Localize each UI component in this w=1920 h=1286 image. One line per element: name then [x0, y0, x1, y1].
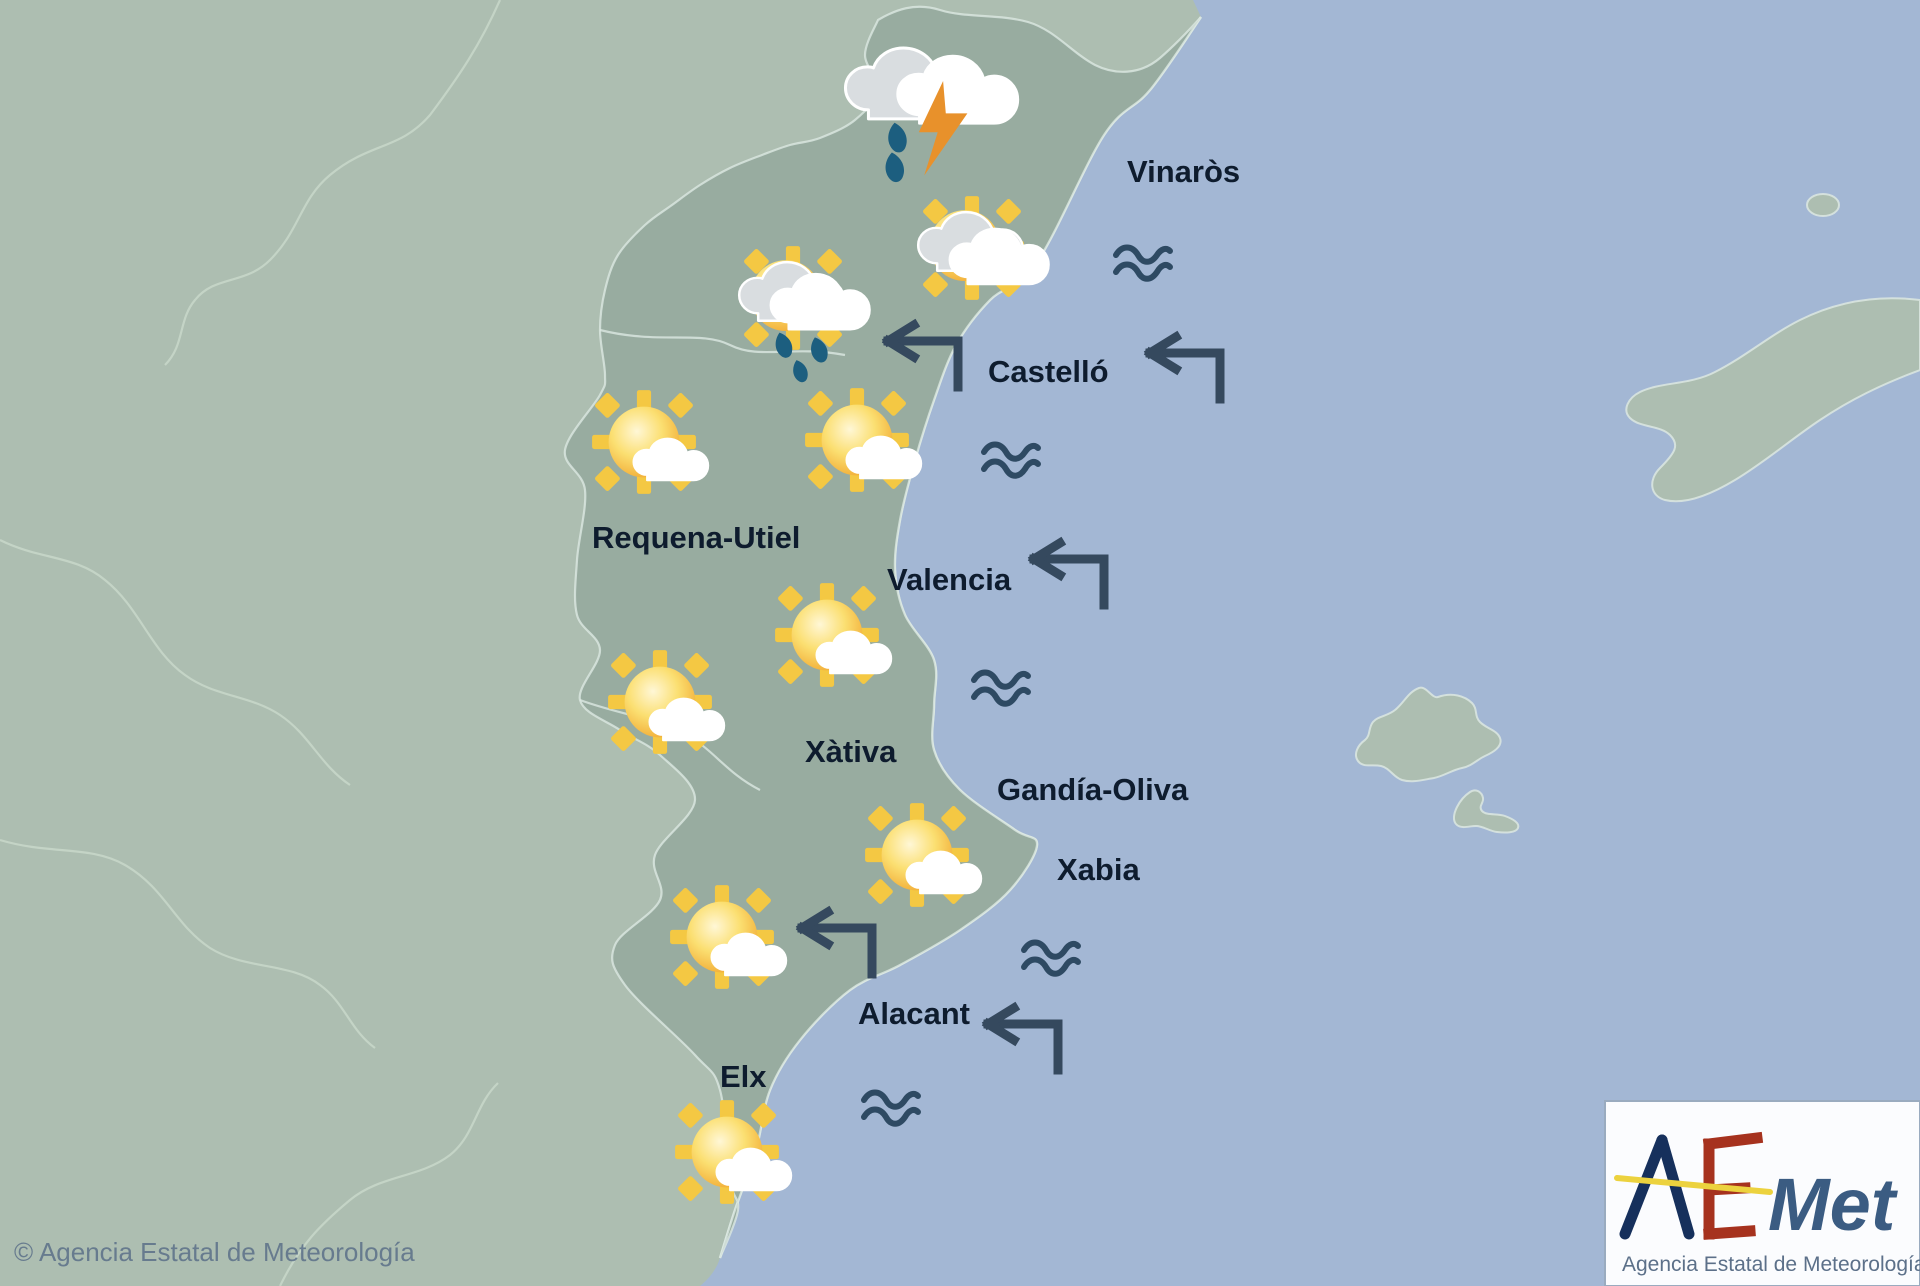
svg-text:Gandía-Oliva: Gandía-Oliva — [997, 772, 1189, 807]
svg-text:Alacant: Alacant — [858, 996, 970, 1031]
svg-text:Xabia: Xabia — [1057, 852, 1140, 887]
svg-text:Vinaròs: Vinaròs — [1127, 154, 1240, 189]
svg-text:Met: Met — [1768, 1163, 1899, 1246]
svg-text:Valencia: Valencia — [887, 562, 1012, 597]
svg-text:© Agencia Estatal de Meteorolo: © Agencia Estatal de Meteorología — [14, 1237, 415, 1267]
svg-text:Castelló: Castelló — [988, 354, 1109, 389]
svg-text:Requena-Utiel: Requena-Utiel — [592, 520, 800, 555]
svg-text:Xàtiva: Xàtiva — [805, 734, 897, 769]
svg-text:Agencia Estatal de Meteorologí: Agencia Estatal de Meteorología — [1622, 1253, 1920, 1276]
svg-text:Elx: Elx — [720, 1059, 767, 1094]
